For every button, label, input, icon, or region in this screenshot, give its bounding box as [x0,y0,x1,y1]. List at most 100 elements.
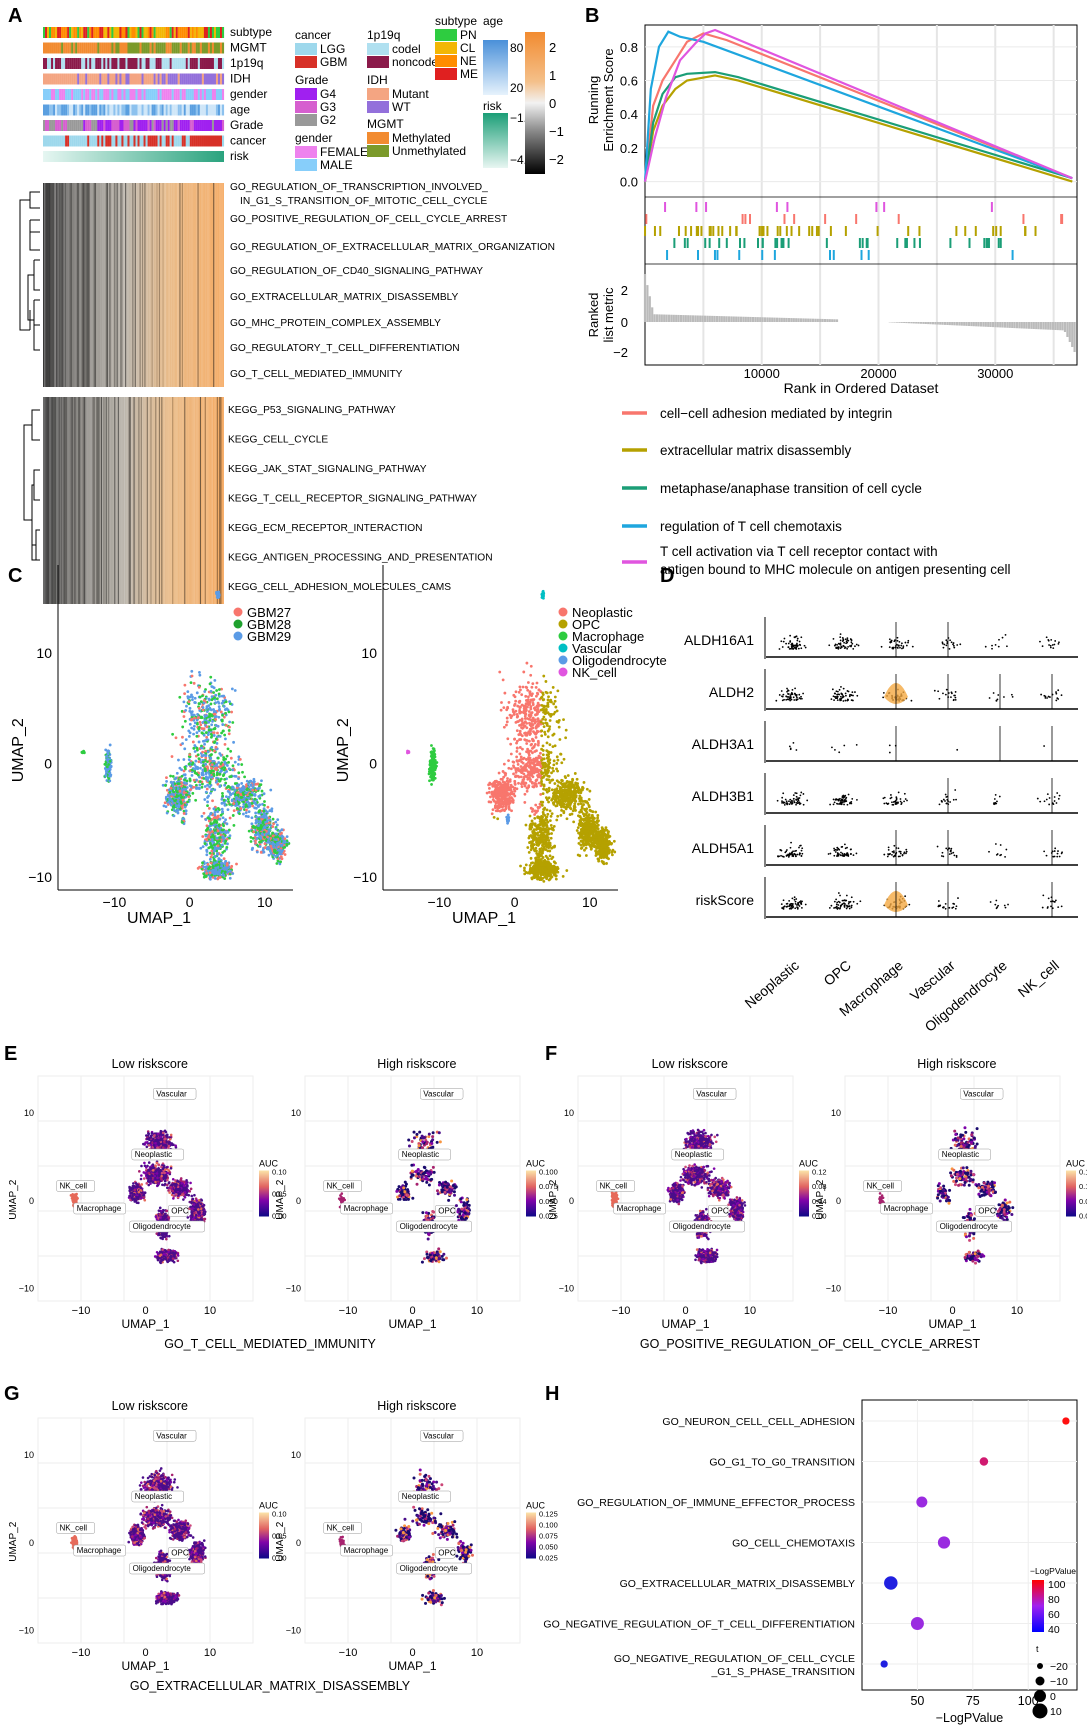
gsea-hit-ticks [644,202,1064,260]
gsea-ytick-0: 0.8 [620,40,638,55]
umap-g-low-xtick-0: −10 [72,1647,91,1659]
legend-swatch-idh-0 [367,88,389,100]
gsea-line-4 [643,28,1073,182]
legend-title-risk: risk [483,99,503,113]
annot-bar-subtype [43,27,225,38]
umap-f-high: High riskscore Vascular Neoplastic NK_cell M… [815,1057,1087,1331]
panel-letter-a: A [8,5,22,27]
h-size-dot-2 [1034,1690,1046,1702]
h-category-1-0: GO_G1_TO_G0_TRANSITION [709,1457,855,1469]
umap-f-low-ytick-0: 10 [564,1108,574,1118]
h-color-tick-2: 60 [1048,1609,1060,1621]
panel-letter-b: B [585,5,599,27]
umap-c2-ylabel: UMAP_2 [335,718,352,782]
ranked-label-2: list metric [601,287,616,342]
umap-f-high-xlabel: UMAP_1 [928,1317,976,1331]
legend-swatch-p1p19q-1 [367,56,389,68]
umap-f-high-cell-5: Oligodendrocyte [940,1222,999,1231]
legend-swatch-cancer-0 [295,43,317,55]
umap-f-high-legend-tick-0: 0.16 [1079,1168,1087,1177]
scale-tick-4: −2 [549,152,564,167]
h-category-4-0: GO_EXTRACELLULAR_MATRIX_DISASSEMBLY [620,1578,855,1590]
umap-g-high-legend-title: AUC [526,1501,546,1511]
annot-bar-gender [43,89,225,100]
umap-g-high-xtick-0: −10 [339,1647,358,1659]
umap-e-high-legend-tick-3: 0.025 [539,1212,558,1221]
umap-e-low-xtick-0: −10 [72,1305,91,1317]
gsea-ytick-3: 0.2 [620,141,638,156]
umap-g-high-ytick-0: 10 [291,1450,301,1460]
legend-swatch-subtype-0 [435,29,457,41]
legend-item-gender-1: MALE [320,158,353,172]
legend-title-p1p19q: 1p19q [367,28,400,42]
gsea-legend-label-1: extracellular matrix disassembly [660,443,852,458]
umap-f-low-xtick-2: 10 [744,1305,756,1317]
umap-e-low-legend-tick-1: 0.05 [272,1190,287,1199]
panel-letter-f: F [545,1043,557,1065]
legend-item-mgmt-0: Methylated [392,131,451,145]
h-dot-2 [916,1496,928,1508]
umap-f-low-cell-5: Oligodendrocyte [673,1222,732,1231]
scale-tick-2: 0 [549,96,556,111]
umap-c1-xtick-1: 0 [186,894,194,910]
umap-e-low-cell-3: Macrophage [77,1204,122,1213]
h-category-0-0: GO_NEURON_CELL_CELL_ADHESION [662,1416,855,1428]
h-category-6-0: GO_NEGATIVE_REGULATION_OF_CELL_CYCLE [614,1653,855,1665]
h-color-tick-1: 80 [1048,1594,1060,1606]
umap-g-low: Low riskscore Vascular Neoplastic NK_cell Ma… [8,1399,287,1673]
h-dot-6 [880,1660,888,1668]
umap-c1-legend-dot-2 [233,631,243,641]
legend-swatch-subtype-2 [435,55,457,67]
umap-g-low-legend-bar [259,1512,269,1559]
umap-f-low-cell-4: OPC [711,1206,729,1215]
umap-g-low-title: Low riskscore [112,1399,188,1413]
heatmap-kegg [43,397,224,604]
gsea-xtick-2: 30000 [977,366,1013,381]
umap-c1-ylabel: UMAP_2 [10,718,27,782]
annot-bar-cancer [43,135,225,147]
umap-e-high-xtick-1: 0 [409,1305,415,1317]
legend-item-subtype-0: PN [460,28,477,42]
h-size-legend-title: t [1036,1644,1039,1654]
umap-c2-ytick-1: 0 [369,755,377,771]
annot-bar-1p19q [43,58,225,69]
gsea-ytick-1: 0.6 [620,74,638,89]
h-category-2-0: GO_REGULATION_OF_IMMUNE_EFFECTOR_PROCESS [577,1497,855,1509]
umap-e-low-legend-bar [259,1170,269,1217]
violin-gene-0: ALDH16A1 [684,632,754,648]
umap-g-low-ytick-0: 10 [24,1450,34,1460]
umap-c1-legend-dot-0 [233,607,243,617]
panel-letter-c: C [8,565,22,587]
panels-efg: Low riskscore Vascular Neoplastic NK_cell Ma… [8,1057,1087,1693]
legend-title-grade: Grade [295,73,329,87]
legend-title-cancer: cancer [295,28,331,42]
kegg-term-labels: KEGG_P53_SIGNALING_PATHWAY KEGG_CELL_CYCL… [228,405,493,593]
umap-g-high-cell-5: Oligodendrocyte [400,1564,459,1573]
legend-item-grade-1: G3 [320,100,336,114]
umap-g-low-cell-1: Neoplastic [135,1492,172,1501]
kegg-term-2: KEGG_JAK_STAT_SIGNALING_PATHWAY [228,464,427,475]
umap-c2-legend-1: OPC [572,617,600,632]
umap-e-low-ytick-2: −10 [19,1284,34,1294]
umap-c2-legend-dot-4 [558,655,568,665]
umap-e-high-cell-0: Vascular [423,1089,454,1098]
legend-swatch-cancer-1 [295,56,317,68]
umap-c2-legend-dot-3 [558,643,568,653]
violin-celltype-3: Vascular [907,957,958,1004]
violin-celltype-5: NK_cell [1015,957,1062,1000]
legend-item-cancer-1: GBM [320,55,347,69]
umap-e-high-legend-tick-1: 0.075 [539,1182,558,1191]
gsea-xtick-1: 20000 [860,366,896,381]
ranked-tick-2: −2 [613,345,628,360]
umap-f-low-cell-3: Macrophage [617,1204,662,1213]
violin-celltype-0: Neoplastic [742,957,802,1011]
umap-e-low-ylabel: UMAP_2 [8,1179,19,1219]
umap-e-high-xtick-0: −10 [339,1305,358,1317]
legend-swatch-p1p19q-0 [367,43,389,55]
umap-f-low: Low riskscore Vascular Neoplastic NK_cell Ma… [548,1057,827,1331]
legend-swatch-gender-0 [295,146,317,158]
umap-f-high-xtick-0: −10 [879,1305,898,1317]
scale-tick-3: −1 [549,124,564,139]
h-category-3-0: GO_CELL_CHEMOTAXIS [732,1538,855,1550]
umap-g-low-legend-title: AUC [259,1501,279,1511]
